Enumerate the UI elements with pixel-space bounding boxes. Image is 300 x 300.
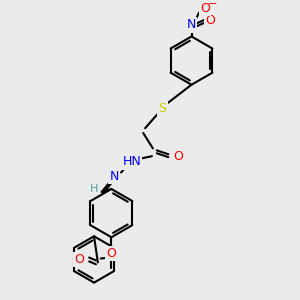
Text: O: O (200, 2, 210, 15)
Text: S: S (158, 102, 166, 116)
Text: O: O (106, 247, 116, 260)
Text: −: − (208, 0, 218, 9)
Text: N: N (110, 170, 119, 183)
Text: O: O (75, 253, 85, 266)
Text: O: O (205, 14, 215, 26)
Text: H: H (90, 184, 98, 194)
Text: N: N (187, 18, 196, 32)
Text: HN: HN (122, 155, 141, 169)
Text: O: O (173, 150, 183, 163)
